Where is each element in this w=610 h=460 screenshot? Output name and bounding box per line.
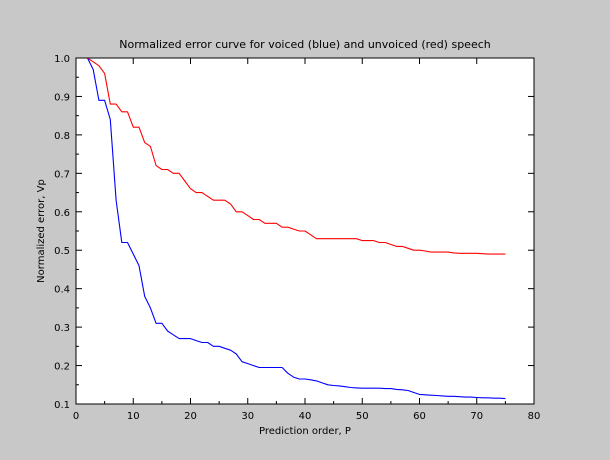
x-tick-label: 10 [127, 411, 140, 422]
y-axis-label: Normalized error, Vp [36, 179, 47, 283]
y-tick-label: 0.7 [54, 169, 70, 180]
series-line-voiced-blue [87, 57, 506, 400]
y-tick-label: 0.4 [54, 285, 70, 296]
series-layer [87, 57, 506, 400]
y-tick-label: 0.3 [54, 323, 70, 334]
x-tick-label: 50 [356, 411, 369, 422]
x-tick-label: 30 [241, 411, 254, 422]
y-tick-label: 0.9 [54, 92, 70, 103]
x-tick-label: 20 [184, 411, 197, 422]
y-tick-label: 0.5 [54, 246, 70, 257]
axis-ticks: 0 10 20 30 40 50 60 70 80 0.1 0.2 0.3 0.4 0.5 0.6 0.7 0.… [54, 54, 540, 422]
y-tick-label: 1.0 [54, 54, 70, 65]
x-tick-label: 80 [528, 411, 541, 422]
y-tick-label: 0.2 [54, 362, 70, 373]
x-tick-label: 0 [73, 411, 79, 422]
y-tick-label: 0.1 [54, 400, 70, 411]
x-tick-label: 40 [299, 411, 312, 422]
chart-title: Normalized error curve for voiced (blue)… [119, 38, 491, 51]
x-tick-label: 70 [470, 411, 483, 422]
y-tick-label: 0.8 [54, 131, 70, 142]
series-line-unvoiced-red [87, 57, 506, 255]
y-tick-label: 0.6 [54, 208, 70, 219]
x-tick-label: 60 [413, 411, 426, 422]
x-axis-label: Prediction order, P [259, 426, 351, 437]
